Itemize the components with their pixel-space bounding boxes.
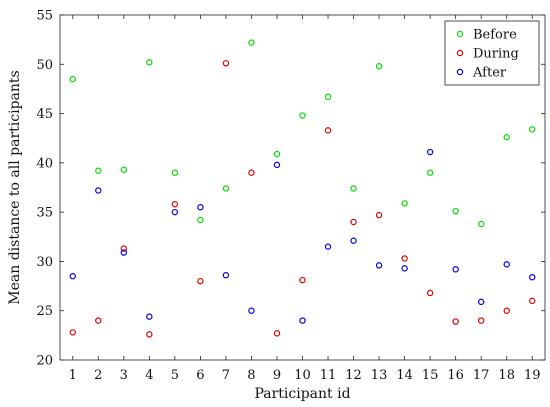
data-point-during bbox=[477, 317, 485, 324]
data-point-before bbox=[477, 220, 485, 228]
data-point-during bbox=[273, 330, 281, 337]
data-point-before bbox=[248, 39, 255, 46]
data-point-before bbox=[120, 166, 128, 173]
data-point-before bbox=[222, 185, 230, 192]
x-tick-label: 13 bbox=[371, 368, 388, 383]
x-tick-label: 11 bbox=[320, 368, 337, 383]
x-tick-label: 7 bbox=[222, 368, 230, 383]
data-point-after bbox=[146, 313, 153, 320]
data-point-after bbox=[299, 317, 306, 324]
data-point-after bbox=[503, 261, 510, 268]
data-point-during bbox=[426, 289, 434, 297]
x-tick-label: 10 bbox=[294, 368, 311, 383]
data-point-after bbox=[529, 274, 536, 281]
data-point-during bbox=[222, 60, 230, 67]
data-point-during bbox=[299, 276, 306, 284]
data-point-during bbox=[171, 201, 179, 208]
data-point-before bbox=[452, 207, 459, 215]
data-point-during bbox=[503, 307, 510, 314]
data-point-after bbox=[324, 243, 332, 250]
data-point-before bbox=[375, 63, 383, 70]
data-point-during bbox=[248, 169, 255, 176]
data-point-during bbox=[197, 277, 204, 285]
data-point-before bbox=[146, 59, 153, 66]
data-point-during bbox=[95, 317, 102, 324]
x-tick-label: 14 bbox=[396, 368, 413, 383]
x-tick-label: 19 bbox=[524, 368, 541, 383]
x-tick-label: 8 bbox=[247, 368, 255, 383]
legend-label: After bbox=[472, 66, 507, 81]
x-axis-label: Participant id bbox=[254, 386, 350, 402]
data-point-after bbox=[426, 148, 434, 156]
data-point-after bbox=[350, 237, 357, 244]
data-point-during bbox=[146, 331, 153, 338]
y-tick-label: 30 bbox=[36, 255, 53, 270]
data-point-before bbox=[324, 93, 332, 101]
data-points bbox=[69, 39, 536, 338]
data-point-before bbox=[197, 216, 204, 224]
data-point-after bbox=[171, 208, 179, 216]
data-point-after bbox=[222, 272, 230, 279]
data-point-during bbox=[69, 329, 76, 336]
data-point-before bbox=[426, 169, 434, 176]
data-point-before bbox=[171, 169, 179, 176]
data-point-before bbox=[529, 126, 536, 133]
data-point-during bbox=[375, 211, 383, 219]
y-tick-label: 40 bbox=[36, 156, 53, 171]
data-point-before bbox=[299, 112, 306, 119]
x-tick-label: 1 bbox=[69, 368, 77, 383]
x-tick-label: 5 bbox=[171, 368, 179, 383]
data-point-during bbox=[452, 318, 459, 325]
data-point-during bbox=[401, 255, 408, 262]
legend-marker bbox=[456, 49, 464, 57]
data-point-after bbox=[401, 265, 408, 272]
data-point-during bbox=[529, 297, 536, 305]
data-point-after bbox=[477, 298, 485, 306]
y-tick-label: 25 bbox=[36, 304, 53, 319]
data-point-during bbox=[350, 218, 357, 226]
data-point-after bbox=[248, 307, 255, 314]
x-tick-label: 17 bbox=[473, 368, 490, 383]
data-point-after bbox=[452, 266, 459, 273]
data-point-after bbox=[375, 262, 383, 269]
data-point-before bbox=[69, 75, 76, 83]
data-point-before bbox=[273, 150, 281, 158]
y-axis-label: Mean distance to all participants bbox=[7, 70, 23, 304]
legend-label: During bbox=[473, 47, 519, 62]
x-tick-label: 6 bbox=[196, 368, 204, 383]
data-point-after bbox=[95, 187, 102, 194]
x-tick-label: 12 bbox=[345, 368, 362, 383]
y-tick-label: 45 bbox=[36, 107, 53, 122]
axis-ticks: 1 2 3 4 5 6 7 8 9 10 11 12 13 14 15 16 17 18 1920253035404… bbox=[36, 9, 545, 383]
data-point-during bbox=[324, 127, 332, 134]
y-tick-label: 35 bbox=[36, 206, 53, 221]
data-point-after bbox=[273, 161, 281, 169]
x-tick-label: 15 bbox=[422, 368, 439, 383]
data-point-before bbox=[503, 134, 510, 141]
y-tick-label: 20 bbox=[36, 354, 53, 369]
y-tick-label: 55 bbox=[36, 9, 53, 24]
x-tick-label: 4 bbox=[145, 368, 153, 383]
data-point-before bbox=[350, 185, 357, 192]
data-point-after bbox=[197, 204, 204, 211]
x-tick-label: 3 bbox=[120, 368, 128, 383]
data-point-after bbox=[120, 249, 128, 256]
legend-label: Before bbox=[473, 28, 517, 43]
x-tick-label: 16 bbox=[447, 368, 464, 383]
data-point-during bbox=[120, 245, 128, 252]
legend-marker bbox=[456, 68, 464, 76]
x-tick-label: 2 bbox=[94, 368, 102, 383]
data-point-after bbox=[69, 273, 76, 280]
legend-marker bbox=[456, 30, 464, 38]
x-tick-label: 18 bbox=[498, 368, 515, 383]
data-point-before bbox=[401, 200, 408, 207]
data-point-before bbox=[95, 167, 102, 174]
legend: Before During After bbox=[444, 20, 540, 86]
x-tick-label: 9 bbox=[273, 368, 281, 383]
y-tick-label: 50 bbox=[36, 58, 53, 73]
